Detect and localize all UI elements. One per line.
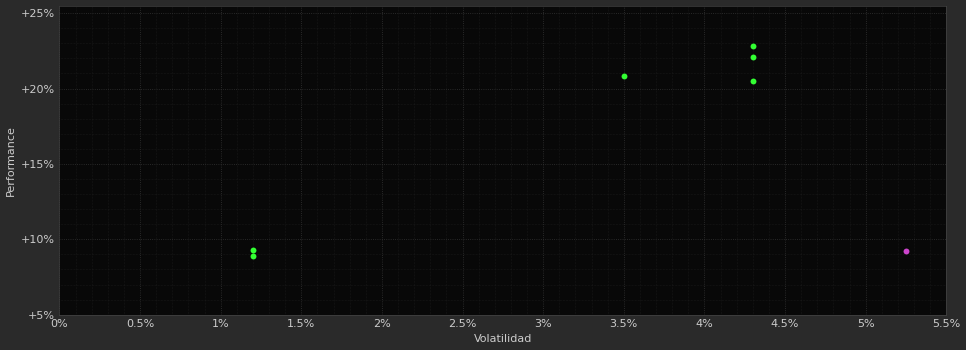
X-axis label: Volatilidad: Volatilidad — [473, 335, 532, 344]
Y-axis label: Performance: Performance — [6, 125, 15, 196]
Point — [745, 54, 760, 60]
Point — [898, 248, 914, 254]
Point — [245, 247, 261, 253]
Point — [245, 253, 261, 259]
Point — [745, 43, 760, 49]
Point — [745, 78, 760, 84]
Point — [616, 74, 632, 79]
